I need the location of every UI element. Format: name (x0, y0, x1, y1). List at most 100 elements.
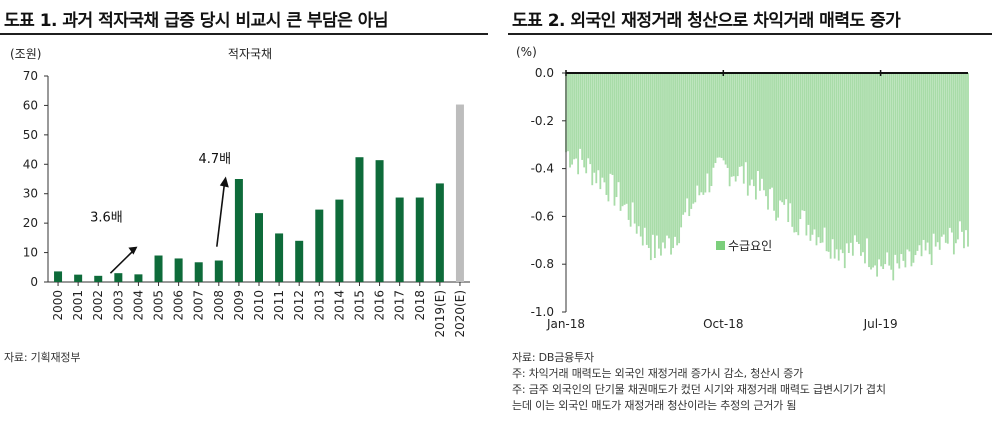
right-bar (922, 73, 925, 240)
left-bar-2016 (375, 160, 384, 282)
right-bar (928, 73, 931, 255)
right-bar (607, 73, 610, 202)
right-bar (886, 73, 889, 253)
right-bar (597, 73, 600, 171)
left-x-tick-label: 2004 (131, 290, 145, 321)
right-bar (627, 73, 630, 220)
right-x-tick-label: Oct-18 (703, 317, 743, 331)
right-bar (621, 73, 624, 207)
left-annotation-label: 4.7배 (198, 152, 231, 167)
right-bar (718, 73, 721, 158)
right-bar (898, 73, 901, 269)
right-footnote-4: 는데 이는 외국인 매도가 재정거래 청산이라는 추정의 근거가 됨 (512, 399, 797, 412)
right-bar (851, 73, 854, 256)
right-bar (878, 73, 881, 260)
right-bar (668, 73, 670, 239)
right-bar (914, 73, 917, 256)
left-bar-2001 (74, 274, 83, 282)
right-bar (781, 73, 784, 203)
right-bar (841, 73, 844, 254)
right-bar (900, 73, 903, 255)
right-bar (708, 73, 711, 193)
right-bar (779, 73, 782, 201)
right-bar (948, 73, 951, 228)
right-bar (821, 73, 824, 243)
right-bar (573, 73, 575, 160)
right-bar (694, 73, 697, 203)
right-bar (591, 73, 594, 186)
left-bar-2019(E) (435, 183, 444, 282)
right-bar (880, 73, 883, 267)
right-footnote-3: 주: 금주 외국인의 단기물 채권매도가 컸던 시기와 재정거래 매력도 급변시… (512, 383, 886, 396)
left-y-tick-label: 30 (23, 187, 38, 201)
right-bar (744, 73, 747, 163)
right-bar (918, 73, 921, 246)
left-x-tick-label: 2000 (51, 290, 65, 321)
right-bar (575, 73, 578, 159)
right-bar (761, 73, 763, 179)
right-bar (809, 73, 812, 241)
right-bar (888, 73, 891, 266)
right-bar (635, 73, 638, 234)
right-bar (629, 73, 632, 227)
left-bar-2012 (295, 240, 304, 282)
left-bar-2004 (134, 274, 143, 282)
right-bar (799, 73, 802, 220)
right-footnote-1: 자료: DB금융투자 (512, 351, 594, 364)
right-bar (952, 73, 955, 255)
right-bar (864, 73, 866, 264)
left-bar-2020(E) (455, 104, 464, 282)
right-bar (690, 73, 693, 209)
right-bar (617, 73, 620, 183)
right-bar (757, 73, 759, 172)
right-bar (789, 73, 792, 204)
right-bar (569, 73, 571, 168)
right-bar (959, 73, 961, 222)
left-x-tick-label: 2016 (373, 290, 387, 321)
right-bar (645, 73, 648, 245)
left-annotation-arrowhead (219, 176, 229, 188)
right-bar (874, 73, 876, 266)
left-x-tick-label: 2009 (232, 290, 246, 321)
right-bar (736, 73, 739, 177)
left-bar-2010 (255, 213, 263, 282)
right-bar (831, 73, 834, 240)
right-bar (858, 73, 860, 244)
left-bar-2017 (395, 197, 404, 282)
left-x-tick-label: 2005 (152, 290, 166, 321)
left-x-tick-label: 2019(E) (433, 290, 447, 337)
right-bar (666, 73, 668, 236)
right-bar (613, 73, 616, 206)
left-x-tick-label: 2018 (413, 290, 427, 321)
right-y-tick-label: -0.4 (531, 162, 554, 176)
right-bar (803, 73, 806, 212)
left-panel: 도표 1. 과거 적자국채 급증 당시 비교시 큰 부담은 아님 (조원) 적자… (0, 0, 490, 437)
right-bar (835, 73, 838, 250)
right-panel: 도표 2. 외국인 재정거래 청산으로 차익거래 매력도 증가 (%) 0.0 -… (508, 0, 1000, 437)
right-bar (581, 73, 584, 160)
right-bar (631, 73, 634, 203)
right-bar (783, 73, 786, 205)
left-bar-2009 (234, 179, 243, 282)
right-bar (639, 73, 642, 237)
right-bar (732, 73, 735, 177)
right-bar (734, 73, 737, 182)
right-bar (890, 73, 893, 270)
right-bar (942, 73, 945, 235)
right-bar (716, 73, 719, 158)
left-y-axis-label: (조원) (10, 47, 41, 61)
left-x-tick-label: 2013 (312, 290, 326, 321)
right-bar (944, 73, 947, 243)
left-bar-2006 (174, 258, 183, 282)
right-bar (849, 73, 852, 243)
right-bar (750, 73, 753, 180)
right-x-tick-label: Jan-18 (546, 317, 585, 331)
left-y-tick-label: 50 (23, 128, 38, 142)
right-bar (623, 73, 626, 205)
right-bar (726, 73, 729, 168)
left-y-tick-label: 60 (23, 98, 38, 112)
right-bar (910, 73, 913, 267)
left-x-tick-label: 2014 (332, 290, 346, 321)
right-bar (595, 73, 598, 184)
right-bar (956, 73, 959, 240)
